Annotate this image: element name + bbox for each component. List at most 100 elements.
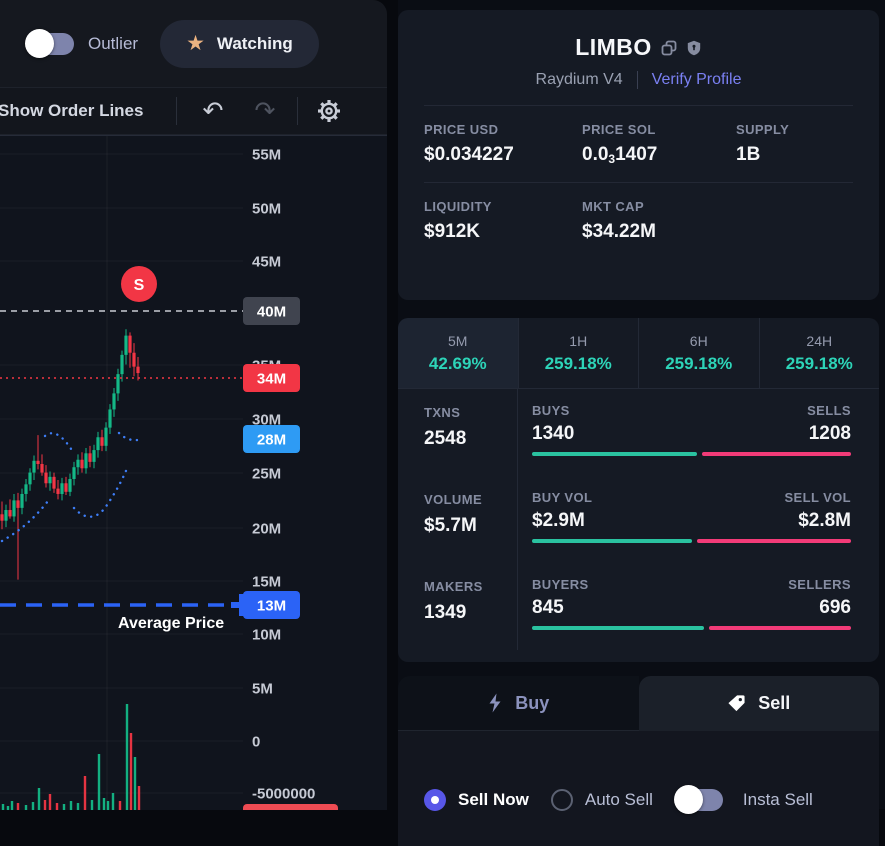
price-sol-stat: PRICE SOL 0.031407 (582, 122, 736, 166)
makers-value: 1349 (424, 602, 467, 623)
txns-row: TXNS 2548 BUYS SELLS 1340 1208 (398, 389, 879, 476)
svg-text:25M: 25M (252, 466, 281, 483)
divider (424, 105, 853, 106)
makers-label: MAKERS (424, 579, 483, 594)
auto-sell-label: Auto Sell (584, 789, 653, 809)
buy-tab[interactable]: Buy (398, 676, 639, 731)
svg-text:28M: 28M (257, 432, 286, 449)
timeframe-5m[interactable]: 5M 42.69% (398, 318, 519, 388)
svg-text:30M: 30M (252, 412, 281, 429)
buys-bar (532, 452, 698, 456)
svg-text:-5000000: -5000000 (252, 786, 315, 803)
watching-label: Watching (216, 33, 293, 53)
sellers-bar (709, 626, 851, 630)
sells-value: 1208 (808, 423, 851, 444)
gear-icon[interactable] (314, 96, 344, 126)
trade-card: Buy Sell Sell Now Auto Sell Insta Sell (398, 676, 879, 846)
verify-profile-link[interactable]: Verify Profile (651, 71, 742, 88)
price-usd-value: $0.034227 (424, 144, 514, 165)
price-sol-label: PRICE SOL (582, 122, 656, 137)
price-usd-stat: PRICE USD $0.034227 (424, 122, 582, 166)
buyers-value: 845 (532, 597, 564, 618)
sell-tab[interactable]: Sell (638, 676, 879, 731)
outlier-toggle-knob[interactable] (25, 28, 54, 58)
svg-text:55M: 55M (252, 147, 281, 164)
liquidity-stat: LIQUIDITY $912K (424, 199, 582, 243)
mktcap-stat: MKT CAP $34.22M (582, 199, 736, 243)
timeframe-tabs: 5M 42.69% 1H 259.18% 6H 259.18% 24H 259.… (398, 318, 879, 389)
buys-value: 1340 (532, 423, 575, 444)
chart-panel: Outlier ★ Watching Show Order Lines ↶ ↷ (0, 0, 387, 810)
token-info-card: LIMBO Raydium V4 Verify Profile P (398, 10, 879, 300)
svg-text:15M: 15M (252, 574, 281, 591)
supply-stat: SUPPLY 1B (736, 122, 879, 166)
divider (424, 182, 853, 183)
svg-text:0: 0 (252, 734, 260, 751)
svg-text:45M: 45M (252, 254, 281, 271)
price-sol-value: 0.031407 (582, 144, 658, 166)
sellers-value: 696 (819, 597, 851, 618)
insta-sell-label: Insta Sell (742, 789, 813, 809)
activity-card: 5M 42.69% 1H 259.18% 6H 259.18% 24H 259.… (398, 318, 879, 662)
insta-sell-toggle[interactable] (673, 784, 723, 814)
liquidity-value: $912K (424, 221, 480, 242)
buyers-label: BUYERS (532, 577, 589, 592)
dex-label: Raydium V4 (535, 71, 623, 88)
liquidity-label: LIQUIDITY (424, 199, 492, 214)
supply-label: SUPPLY (736, 122, 790, 137)
candlestick-chart[interactable]: Average Price55M50M45M35M30M25M20M15M10M… (0, 135, 387, 810)
sell-marker (121, 266, 157, 302)
show-order-lines-label[interactable]: Show Order Lines (0, 101, 144, 120)
mktcap-label: MKT CAP (582, 199, 645, 214)
outlier-label: Outlier (88, 33, 139, 53)
sell-options: Sell Now Auto Sell Insta Sell (398, 731, 879, 846)
star-icon: ★ (186, 32, 205, 55)
svg-text:13M: 13M (257, 598, 286, 615)
svg-text:S: S (134, 277, 145, 294)
svg-text:10M: 10M (252, 627, 281, 644)
chart-topbar: Outlier ★ Watching (0, 0, 387, 88)
timeframe-24h[interactable]: 24H 259.18% (785, 332, 853, 373)
average-price-label: Average Price (118, 615, 224, 632)
svg-text:50M: 50M (252, 201, 281, 218)
volume-value: $5.7M (424, 515, 477, 536)
supply-value: 1B (736, 144, 761, 165)
buy-vol-label: BUY VOL (532, 490, 593, 505)
divider (636, 71, 638, 89)
timeframe-1h[interactable]: 1H 259.18% (519, 318, 639, 388)
sell-vol-bar (696, 539, 851, 543)
sell-now-label: Sell Now (458, 789, 529, 809)
tag-icon (728, 695, 745, 712)
volume-row: VOLUME $5.7M BUY VOL SELL VOL $2.9M $2.8… (398, 476, 879, 563)
token-name: LIMBO (575, 34, 652, 60)
svg-text:5M: 5M (252, 681, 273, 698)
copy-icon[interactable] (661, 40, 677, 56)
outlier-toggle[interactable] (25, 28, 74, 58)
txns-value: 2548 (424, 428, 467, 449)
sellers-label: SELLERS (788, 577, 851, 592)
buy-vol-value: $2.9M (532, 510, 585, 531)
price-usd-label: PRICE USD (424, 122, 499, 137)
sell-now-radio[interactable] (424, 788, 446, 811)
sell-vol-label: SELL VOL (784, 490, 851, 505)
sell-vol-value: $2.8M (798, 510, 851, 531)
buyers-bar (532, 626, 705, 630)
chart-canvas[interactable]: Average Price55M50M45M35M30M25M20M15M10M… (0, 136, 387, 810)
redo-icon[interactable]: ↷ (254, 96, 276, 125)
shield-icon[interactable] (686, 40, 702, 56)
watching-button[interactable]: ★ Watching (160, 19, 319, 68)
svg-text:34M: 34M (257, 371, 286, 388)
sells-label: SELLS (807, 403, 851, 418)
undo-icon[interactable]: ↶ (202, 96, 224, 125)
bolt-icon (489, 693, 501, 713)
toolbar-divider (176, 97, 177, 125)
mktcap-value: $34.22M (582, 221, 656, 242)
sells-bar (702, 452, 851, 456)
auto-sell-radio[interactable] (550, 788, 573, 811)
volume-label: VOLUME (424, 492, 483, 507)
insta-sell-toggle-knob[interactable] (673, 784, 703, 814)
chart-toolbar: Show Order Lines ↶ ↷ (0, 88, 387, 135)
svg-text:20M: 20M (252, 521, 281, 538)
buy-vol-bar (532, 539, 692, 543)
timeframe-6h[interactable]: 6H 259.18% (639, 318, 760, 388)
